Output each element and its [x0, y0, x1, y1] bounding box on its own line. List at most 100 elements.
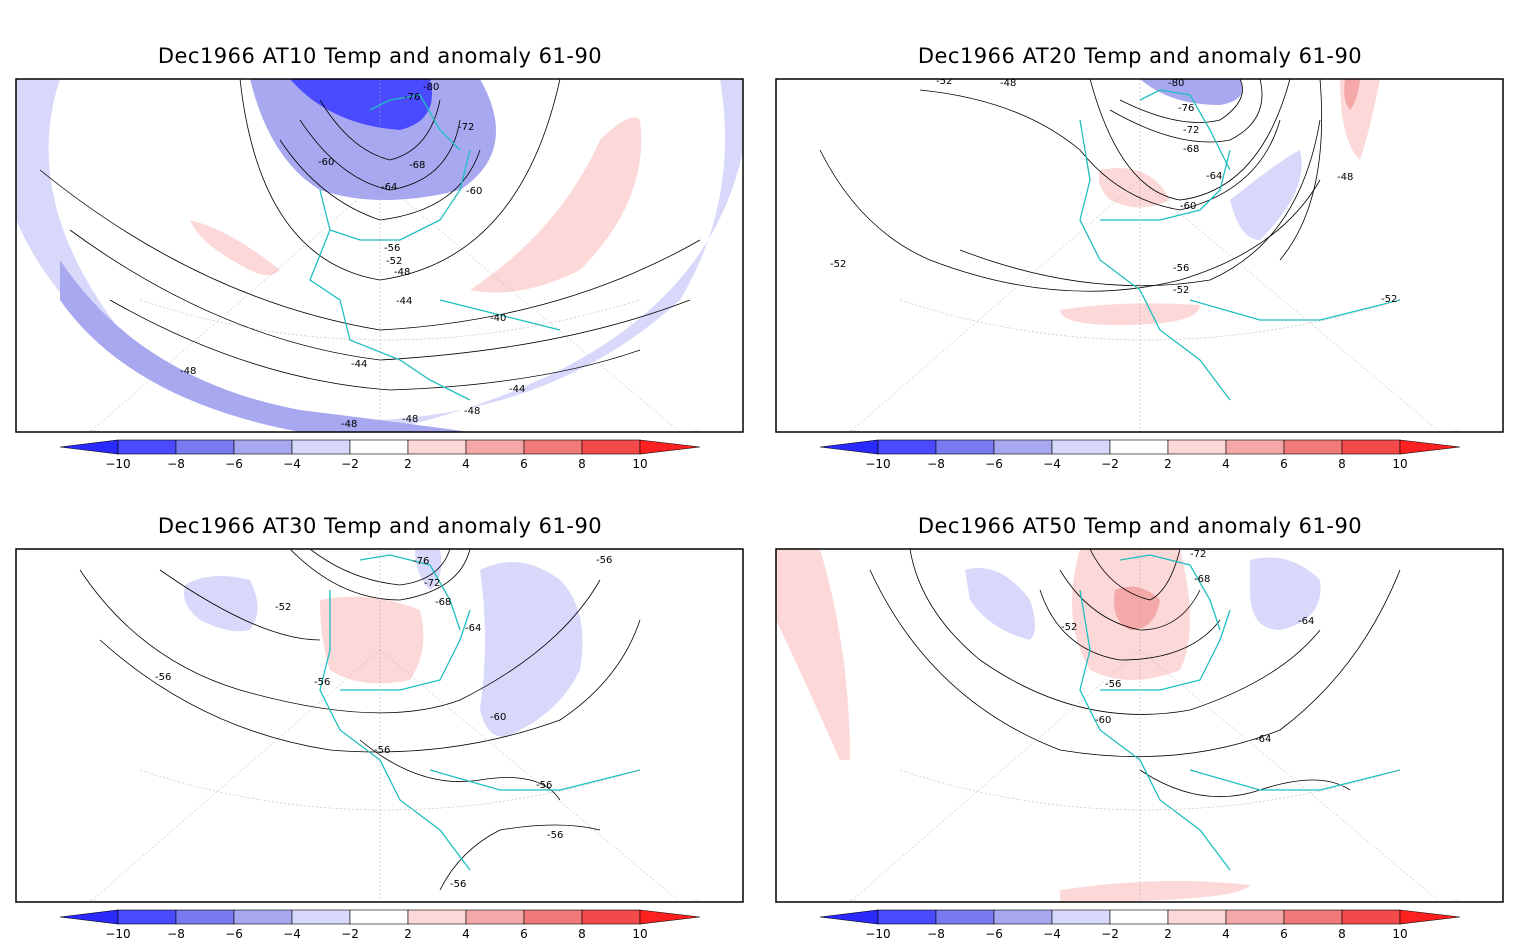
anomaly-pos-core	[1114, 586, 1160, 630]
colorbar-tick: −4	[1043, 457, 1061, 470]
colorbar-tick: 2	[404, 927, 412, 940]
colorbar-tick: 4	[462, 457, 470, 470]
anomaly-pos-south	[1060, 881, 1250, 902]
colorbar-tick: 10	[1392, 927, 1407, 940]
anomaly-neg-east	[1230, 150, 1302, 240]
colorbar-tick: 4	[1222, 927, 1230, 940]
colorbar-tick: −2	[341, 457, 359, 470]
colorbar-tick: −4	[283, 927, 301, 940]
contour-label: -56	[384, 243, 400, 254]
map-frame	[15, 78, 744, 433]
panel-title: Dec1966 AT30 Temp and anomaly 61-90	[157, 514, 603, 538]
contour-label: -68	[1194, 574, 1210, 585]
anomaly-neg-west	[965, 568, 1035, 640]
colorbar-tick: −8	[927, 927, 945, 940]
colorbar-tick: 4	[1222, 457, 1230, 470]
anomaly-pos-center	[320, 596, 424, 684]
anomaly-neg-west	[184, 576, 258, 632]
anomaly-neg-east	[480, 562, 583, 737]
colorbar-tick: −4	[1043, 927, 1061, 940]
contour-label: -60	[1180, 201, 1196, 212]
colorbar-tick: 10	[632, 927, 647, 940]
anomaly-neg-core	[290, 79, 432, 130]
contour-label: -76	[404, 92, 420, 103]
colorbar-tick: 8	[578, 927, 586, 940]
colorbar-tick: −2	[1101, 927, 1119, 940]
colorbar-tick: 4	[462, 927, 470, 940]
panel-title: Dec1966 AT20 Temp and anomaly 61-90	[917, 44, 1363, 68]
contour-label: -52	[386, 256, 402, 267]
colorbar-tick: 8	[1338, 927, 1346, 940]
colorbar-tick: 8	[578, 457, 586, 470]
contour-label: -56	[547, 830, 563, 841]
colorbar: −10 −8 −6 −4 −2 2 4 6 8 10	[59, 909, 701, 940]
colorbar-tick: 10	[632, 457, 647, 470]
colorbar-tick: 8	[1338, 457, 1346, 470]
map-svg: -72 -68 -64 -52 -56 -60 -64 −10	[775, 548, 1504, 940]
anomaly-neg-north	[1140, 79, 1243, 105]
colorbar-tick: 6	[520, 927, 528, 940]
contour-label: -64	[1298, 616, 1314, 627]
map-panel-at10: Dec1966 AT10 Temp and anomaly 61-90	[0, 0, 760, 470]
panel-title: Dec1966 AT10 Temp and anomaly 61-90	[157, 44, 603, 68]
contour-label: -48	[180, 366, 196, 377]
colorbar-tick: 2	[404, 457, 412, 470]
colorbar-tick: −10	[105, 457, 130, 470]
anomaly-pos-south	[1060, 303, 1200, 325]
contour-label: -72	[458, 122, 474, 133]
anomaly-pos-1	[470, 117, 642, 293]
contour-label: -48	[394, 267, 410, 278]
contour-label: -56	[536, 780, 552, 791]
map-panel-at20: Dec1966 AT20 Temp and anomaly 61-90	[760, 0, 1520, 470]
contour-label: -52	[830, 259, 846, 270]
contour-label: -60	[318, 157, 334, 168]
contour-label: -64	[1255, 734, 1271, 745]
contour-label: -56	[374, 745, 390, 756]
contour-label: -56	[1105, 679, 1121, 690]
contour-label: -56	[596, 555, 612, 566]
contour-label: -68	[435, 597, 451, 608]
anomaly-pos-center	[1098, 168, 1170, 208]
panel-title: Dec1966 AT50 Temp and anomaly 61-90	[917, 514, 1363, 538]
contour-label: -40	[490, 313, 506, 324]
contour-label: -56	[450, 879, 466, 890]
colorbar-tick: −2	[341, 927, 359, 940]
contour-label: -72	[424, 578, 440, 589]
map-svg: -80 -76 -72 -68 -64 -60 -60 -56 -52 -48 …	[15, 78, 744, 470]
map-panel-at30: Dec1966 AT30 Temp and anomaly 61-90	[0, 470, 760, 940]
contour-label: -68	[409, 160, 425, 171]
contour-label: -76	[1178, 103, 1194, 114]
colorbar-tick: 6	[520, 457, 528, 470]
contour-label: -80	[423, 82, 439, 93]
contour-label: -52	[1061, 622, 1077, 633]
map-svg: -76 -72 -68 -64 -56 -52 -56 -56 -60 -56 …	[15, 548, 744, 940]
contour-label: -60	[1095, 715, 1111, 726]
colorbar: −10 −8 −6 −4 −2 2 4 6 8 10	[819, 439, 1461, 470]
contour-label: -44	[351, 359, 367, 370]
colorbar-tick: −2	[1101, 457, 1119, 470]
colorbar-tick: 6	[1280, 457, 1288, 470]
colorbar-tick: −10	[105, 927, 130, 940]
contour-label: -52	[275, 602, 291, 613]
anomaly-neg-center	[250, 79, 496, 200]
colorbar-tick: −6	[985, 457, 1003, 470]
colorbar-tick: −4	[283, 457, 301, 470]
contour-label: -60	[490, 712, 506, 723]
colorbar: −10 −8 −6 −4 −2 2 4 6 8 10	[819, 909, 1461, 940]
colorbar-tick: 2	[1164, 457, 1172, 470]
contour-label: -48	[341, 419, 357, 430]
contour-label: -48	[1000, 78, 1016, 89]
colorbar-tick: 2	[1164, 927, 1172, 940]
map-frame	[775, 548, 1504, 903]
colorbar: −10 −8 −6 −4 −2 2 4 6 8 10	[59, 439, 701, 470]
colorbar-tick: 6	[1280, 927, 1288, 940]
map-frame	[15, 548, 744, 903]
colorbar-tick: 10	[1392, 457, 1407, 470]
map-svg: -52 -48 -80 -76 -72 -68 -64 -60 -56 -52 …	[775, 78, 1504, 470]
contour-label: -80	[1168, 78, 1184, 89]
colorbar-tick: −10	[865, 457, 890, 470]
contour-label: -56	[155, 672, 171, 683]
contour-label: -72	[1190, 549, 1206, 560]
contour-label: -64	[465, 623, 481, 634]
contour-label: -52	[1173, 285, 1189, 296]
